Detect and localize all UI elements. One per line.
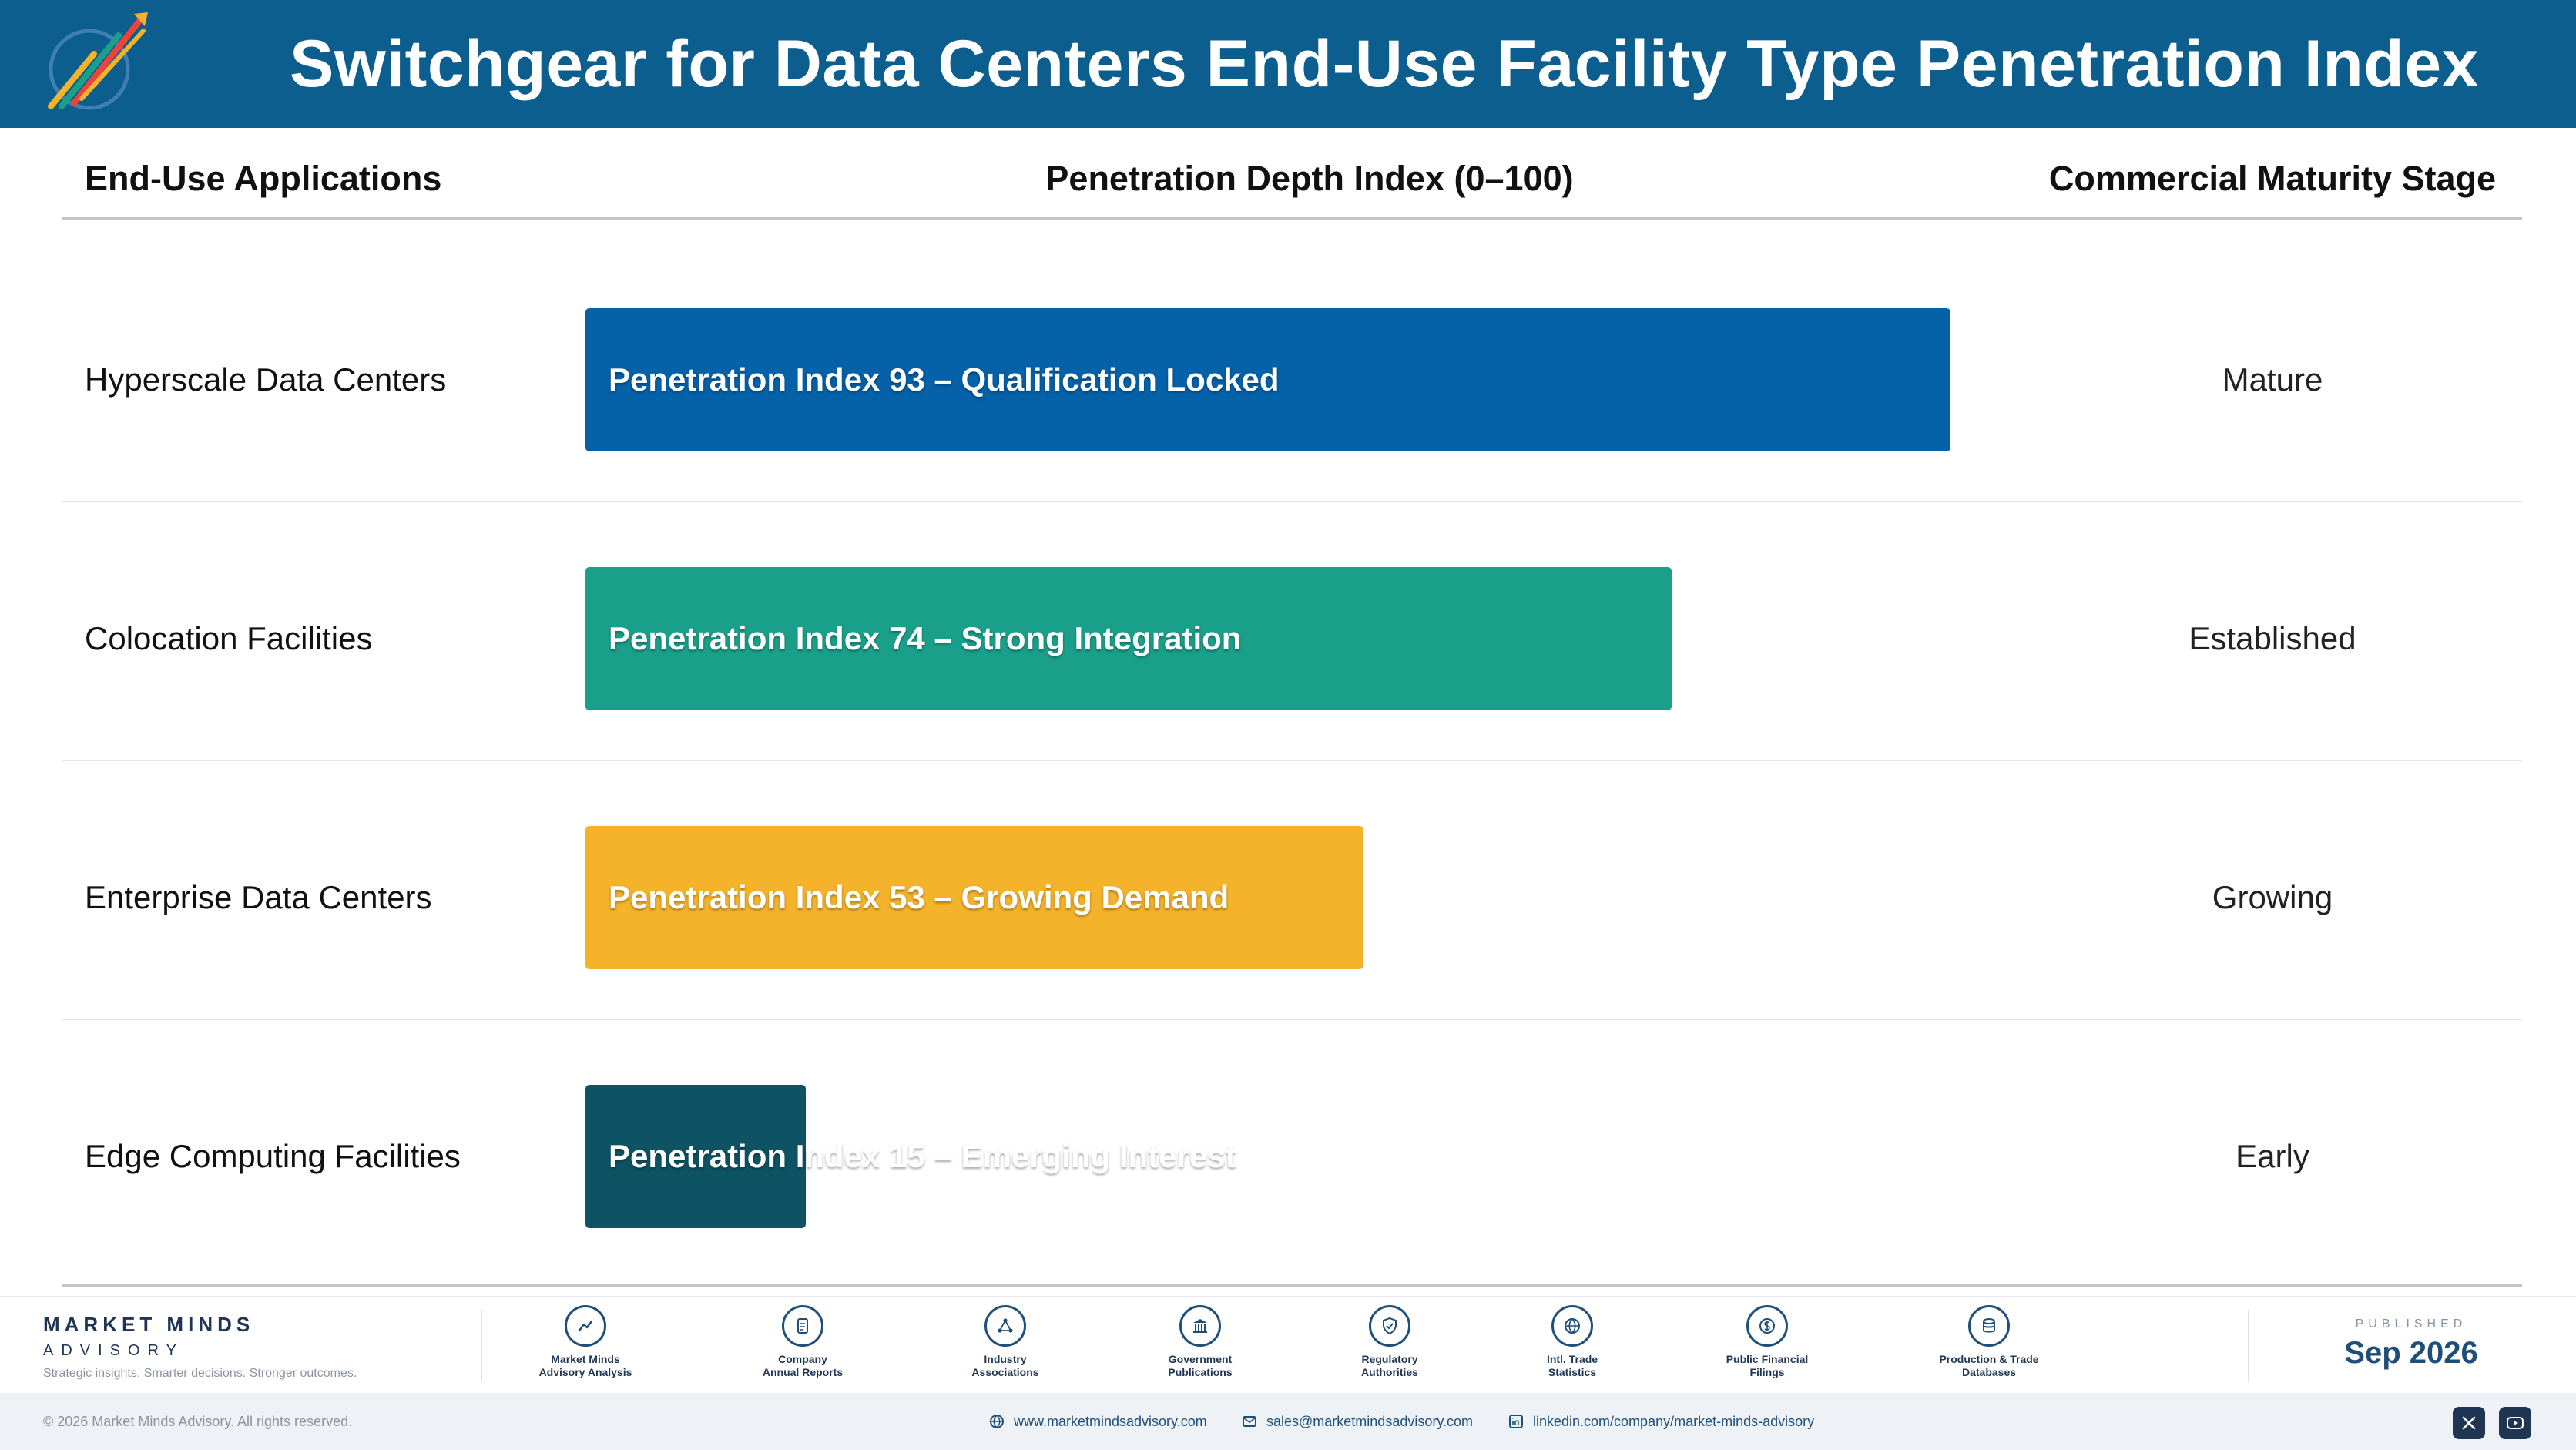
bar-value-label: Penetration Index 15 – Emerging Interest — [609, 1138, 1236, 1174]
dollar-coin-icon — [1746, 1305, 1788, 1347]
source-label: Market Minds Advisory Analysis — [501, 1353, 670, 1379]
source-item: Public Financial Filings — [1682, 1305, 1852, 1379]
source-label-line: Market Minds — [551, 1353, 620, 1365]
source-item: Company Annual Reports — [718, 1305, 887, 1379]
penetration-bar — [585, 308, 1950, 451]
penetration-bar — [585, 1085, 806, 1228]
maturity-stage: Growing — [2212, 879, 2333, 915]
linkedin-link[interactable]: linkedin.com/company/market-minds-adviso… — [1508, 1393, 1814, 1450]
source-item: Industry Associations — [921, 1305, 1090, 1379]
row-divider — [62, 501, 2522, 502]
source-label: Industry Associations — [921, 1353, 1090, 1379]
government-building-icon — [1179, 1305, 1221, 1347]
source-item: Production & Trade Databases — [1904, 1305, 2074, 1379]
column-header-applications: End-Use Applications — [85, 159, 442, 198]
website-link[interactable]: www.marketmindsadvisory.com — [989, 1393, 1207, 1450]
youtube-social-button[interactable] — [2499, 1407, 2531, 1439]
source-label: Government Publications — [1115, 1353, 1285, 1379]
source-label-line: Associations — [971, 1366, 1039, 1378]
source-label-line: Publications — [1168, 1366, 1233, 1378]
shield-check-icon — [1369, 1305, 1410, 1347]
category-label: Edge Computing Facilities — [85, 1138, 461, 1174]
source-label-line: Annual Reports — [762, 1366, 844, 1378]
website-text: www.marketmindsadvisory.com — [1014, 1414, 1207, 1429]
x-social-button[interactable] — [2453, 1407, 2485, 1439]
source-label-line: Government — [1168, 1353, 1233, 1365]
source-label: Intl. Trade Statistics — [1488, 1353, 1657, 1379]
trend-chart-icon — [565, 1305, 606, 1347]
database-icon — [1968, 1305, 2010, 1347]
source-label-line: Filings — [1749, 1366, 1785, 1378]
document-icon — [782, 1305, 823, 1347]
source-item: Regulatory Authorities — [1305, 1305, 1474, 1379]
x-icon — [2462, 1416, 2476, 1430]
header-divider — [62, 217, 2522, 220]
source-label-line: Databases — [1961, 1366, 2017, 1378]
brand-name: MARKET MINDS — [43, 1313, 255, 1336]
source-label-line: Public Financial — [1726, 1353, 1809, 1365]
brand-tagline: Strategic insights. Smarter decisions. S… — [43, 1367, 357, 1380]
source-label-line: Regulatory — [1361, 1353, 1418, 1365]
brand-subtitle: ADVISORY — [43, 1342, 184, 1359]
bar-value-label: Penetration Index 74 – Strong Integratio… — [609, 620, 1242, 656]
source-label-line: Company — [778, 1353, 827, 1365]
header-banner: Switchgear for Data Centers End-Use Faci… — [0, 0, 2576, 128]
email-link[interactable]: sales@marketmindsadvisory.com — [1242, 1393, 1473, 1450]
published-date: Sep 2026 — [2344, 1336, 2478, 1370]
source-label-line: Advisory Analysis — [538, 1366, 632, 1378]
bar-value-label: Penetration Index 93 – Qualification Loc… — [609, 361, 1280, 398]
footer-divider — [481, 1310, 482, 1382]
source-label-line: Statistics — [1548, 1366, 1597, 1378]
source-label-line: Authorities — [1361, 1366, 1418, 1378]
maturity-stage: Mature — [2222, 361, 2323, 398]
maturity-stage: Early — [2236, 1138, 2309, 1174]
source-item: Government Publications — [1115, 1305, 1285, 1379]
category-label: Enterprise Data Centers — [85, 879, 432, 915]
mail-icon — [1243, 1416, 1256, 1427]
chart-bottom-divider — [62, 1284, 2522, 1287]
source-label: Public Financial Filings — [1682, 1353, 1852, 1379]
column-header-stage: Commercial Maturity Stage — [2048, 159, 2497, 198]
bar-value-label: Penetration Index 53 – Growing Demand — [609, 879, 1229, 915]
source-label: Regulatory Authorities — [1305, 1353, 1474, 1379]
page-title: Switchgear for Data Centers End-Use Faci… — [290, 27, 2479, 101]
linkedin-icon — [1509, 1415, 1523, 1428]
row-divider — [62, 1019, 2522, 1020]
linkedin-text: linkedin.com/company/market-minds-adviso… — [1533, 1414, 1815, 1429]
footer-bottom: © 2026 Market Minds Advisory. All rights… — [0, 1393, 2576, 1450]
penetration-bar — [585, 567, 1672, 710]
source-item: Intl. Trade Statistics — [1488, 1305, 1657, 1379]
network-icon — [984, 1305, 1026, 1347]
footer: MARKET MINDS ADVISORY Strategic insights… — [0, 1296, 2576, 1450]
company-logo — [48, 12, 148, 110]
maturity-stage: Established — [2189, 620, 2356, 656]
source-label: Production & Trade Databases — [1904, 1353, 2074, 1379]
globe-icon — [990, 1415, 1004, 1429]
penetration-bar — [585, 826, 1363, 969]
source-label: Company Annual Reports — [718, 1353, 887, 1379]
source-label-line: Industry — [984, 1353, 1027, 1365]
row-divider — [62, 760, 2522, 761]
source-label-line: Intl. Trade — [1546, 1353, 1598, 1365]
copyright-text: © 2026 Market Minds Advisory. All rights… — [43, 1414, 353, 1429]
source-item: Market Minds Advisory Analysis — [501, 1305, 670, 1379]
email-text: sales@marketmindsadvisory.com — [1266, 1414, 1474, 1429]
globe-icon — [1551, 1305, 1593, 1347]
category-label: Colocation Facilities — [85, 620, 373, 656]
youtube-icon — [2507, 1417, 2524, 1429]
footer-top: MARKET MINDS ADVISORY Strategic insights… — [0, 1296, 2576, 1393]
source-label-line: Production & Trade — [1939, 1353, 2039, 1365]
published-label: PUBLISHED — [2355, 1317, 2467, 1331]
category-label: Hyperscale Data Centers — [85, 361, 447, 398]
column-header-index: Penetration Depth Index (0–100) — [1045, 159, 1574, 198]
footer-divider — [2248, 1310, 2249, 1382]
